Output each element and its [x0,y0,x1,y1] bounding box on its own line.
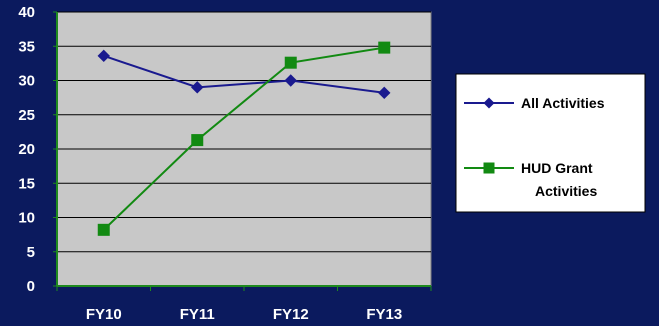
data-point-hud-grant-activities [191,134,204,147]
y-tick-label: 10 [18,210,35,227]
data-point-all-activities [284,74,297,87]
series-line-all-activities [103,54,385,94]
y-tick-label: 40 [18,4,35,21]
x-tick-label: FY12 [273,306,309,323]
legend: All Activities HUD Grant Activities [455,73,646,213]
y-tick-label: 5 [27,244,35,261]
x-tick-label: FY10 [86,306,122,323]
data-point-all-activities [97,49,110,63]
legend-marker-all-activities [483,97,495,109]
y-tick-label: 0 [27,278,35,295]
y-tick-label: 35 [18,38,35,55]
gridlines [57,11,431,253]
y-tick-label: 15 [18,175,35,192]
x-tick-label: FY13 [366,306,402,323]
y-axis: 0 5 10 15 20 25 30 35 40 [18,4,58,295]
y-tick-label: 25 [18,107,35,124]
data-point-all-activities [191,81,204,94]
x-tick-label: FY11 [180,306,215,323]
data-point-hud-grant-activities [284,56,297,69]
series-layer [97,41,391,236]
y-tick-label: 20 [18,141,35,158]
legend-box [455,73,646,213]
legend-label-hud-grant-line2: Activities [535,183,597,199]
x-axis: FY10 FY11 FY12 FY13 [56,285,432,323]
legend-marker-hud-grant-activities [483,162,495,174]
data-point-hud-grant-activities [378,41,391,54]
legend-label-all-activities: All Activities [521,95,605,111]
y-tick-label: 30 [18,73,35,90]
legend-label-hud-grant-line1: HUD Grant [521,160,593,176]
data-point-all-activities [378,86,391,100]
series-line-hud-grant-activities [103,46,385,231]
data-point-hud-grant-activities [97,223,110,236]
